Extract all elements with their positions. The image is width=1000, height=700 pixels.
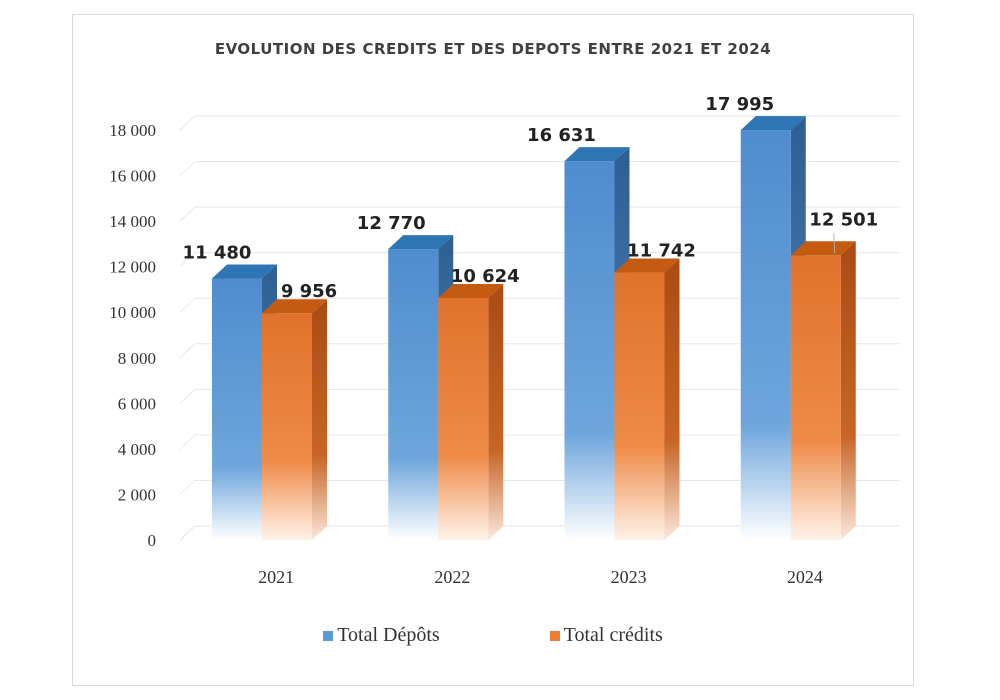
depots-data-label: 16 631 [527, 125, 596, 146]
y-tick-label: 8 000 [118, 349, 156, 368]
credits-bar-side [664, 258, 680, 540]
gridline-depth [179, 206, 196, 222]
y-tick-label: 2 000 [118, 485, 156, 504]
legend-label-depots: Total Dépôts [337, 624, 440, 646]
y-tick-label: 0 [148, 531, 157, 550]
depots-bar-top [212, 264, 277, 279]
chart-title: EVOLUTION DES CREDITS ET DES DEPOTS ENTR… [214, 40, 772, 58]
credits-bar-side [488, 284, 504, 540]
credits-data-label: 9 956 [281, 281, 337, 302]
credits-bar [614, 272, 665, 540]
gridline-depth [179, 525, 196, 541]
y-tick-label: 16 000 [109, 167, 156, 186]
gridline-depth [179, 161, 196, 176]
gridline-depth [179, 388, 196, 404]
credits-bar [438, 298, 489, 540]
gridline-depth [179, 297, 196, 313]
depots-bar [388, 249, 439, 540]
credits-data-label: 12 501 [809, 209, 878, 230]
legend-label-credits: Total crédits [563, 624, 663, 646]
depots-bar [212, 278, 262, 540]
x-tick-label: 2024 [787, 567, 823, 587]
depots-bar-top [740, 116, 806, 131]
gridline-depth [179, 115, 196, 131]
x-tick-label: 2023 [611, 567, 647, 587]
y-tick-label: 4 000 [118, 440, 156, 459]
depots-data-label: 17 995 [705, 94, 774, 115]
depots-bar [740, 130, 791, 540]
gridline-depth [179, 252, 196, 268]
credits-bar-top [614, 258, 680, 273]
credits-data-label: 11 742 [627, 241, 696, 262]
credits-bar-top [262, 299, 327, 314]
credits-bar-top [438, 284, 504, 299]
y-tick-label: 10 000 [109, 303, 156, 322]
legend: Total Dépôts Total crédits [72, 624, 914, 647]
depots-data-label: 12 770 [357, 213, 426, 234]
depots-bar [564, 161, 615, 540]
y-tick-label: 18 000 [109, 121, 156, 140]
credits-bar-top [790, 241, 856, 256]
credits-bar-side [312, 299, 327, 540]
y-tick-label: 12 000 [109, 258, 156, 277]
credits-bar-side [840, 241, 856, 540]
gridline-depth [179, 343, 196, 359]
y-tick-label: 14 000 [109, 212, 156, 231]
legend-item-depots: Total Dépôts [323, 624, 440, 647]
y-tick-label: 6 000 [118, 394, 156, 413]
depots-bar-top [388, 235, 454, 250]
credits-bar [790, 255, 841, 540]
depots-bar-top [564, 147, 630, 162]
depots-data-label: 11 480 [183, 243, 252, 264]
legend-item-credits: Total crédits [549, 624, 663, 647]
credits-data-label: 10 624 [451, 266, 520, 287]
legend-swatch-orange [549, 630, 560, 641]
gridline-depth [179, 434, 196, 450]
credits-bar [262, 313, 312, 540]
x-tick-label: 2022 [434, 567, 470, 587]
x-tick-label: 2021 [258, 567, 294, 587]
gridline-depth [179, 480, 196, 495]
leader-line [833, 233, 836, 254]
legend-swatch-blue [323, 630, 334, 641]
